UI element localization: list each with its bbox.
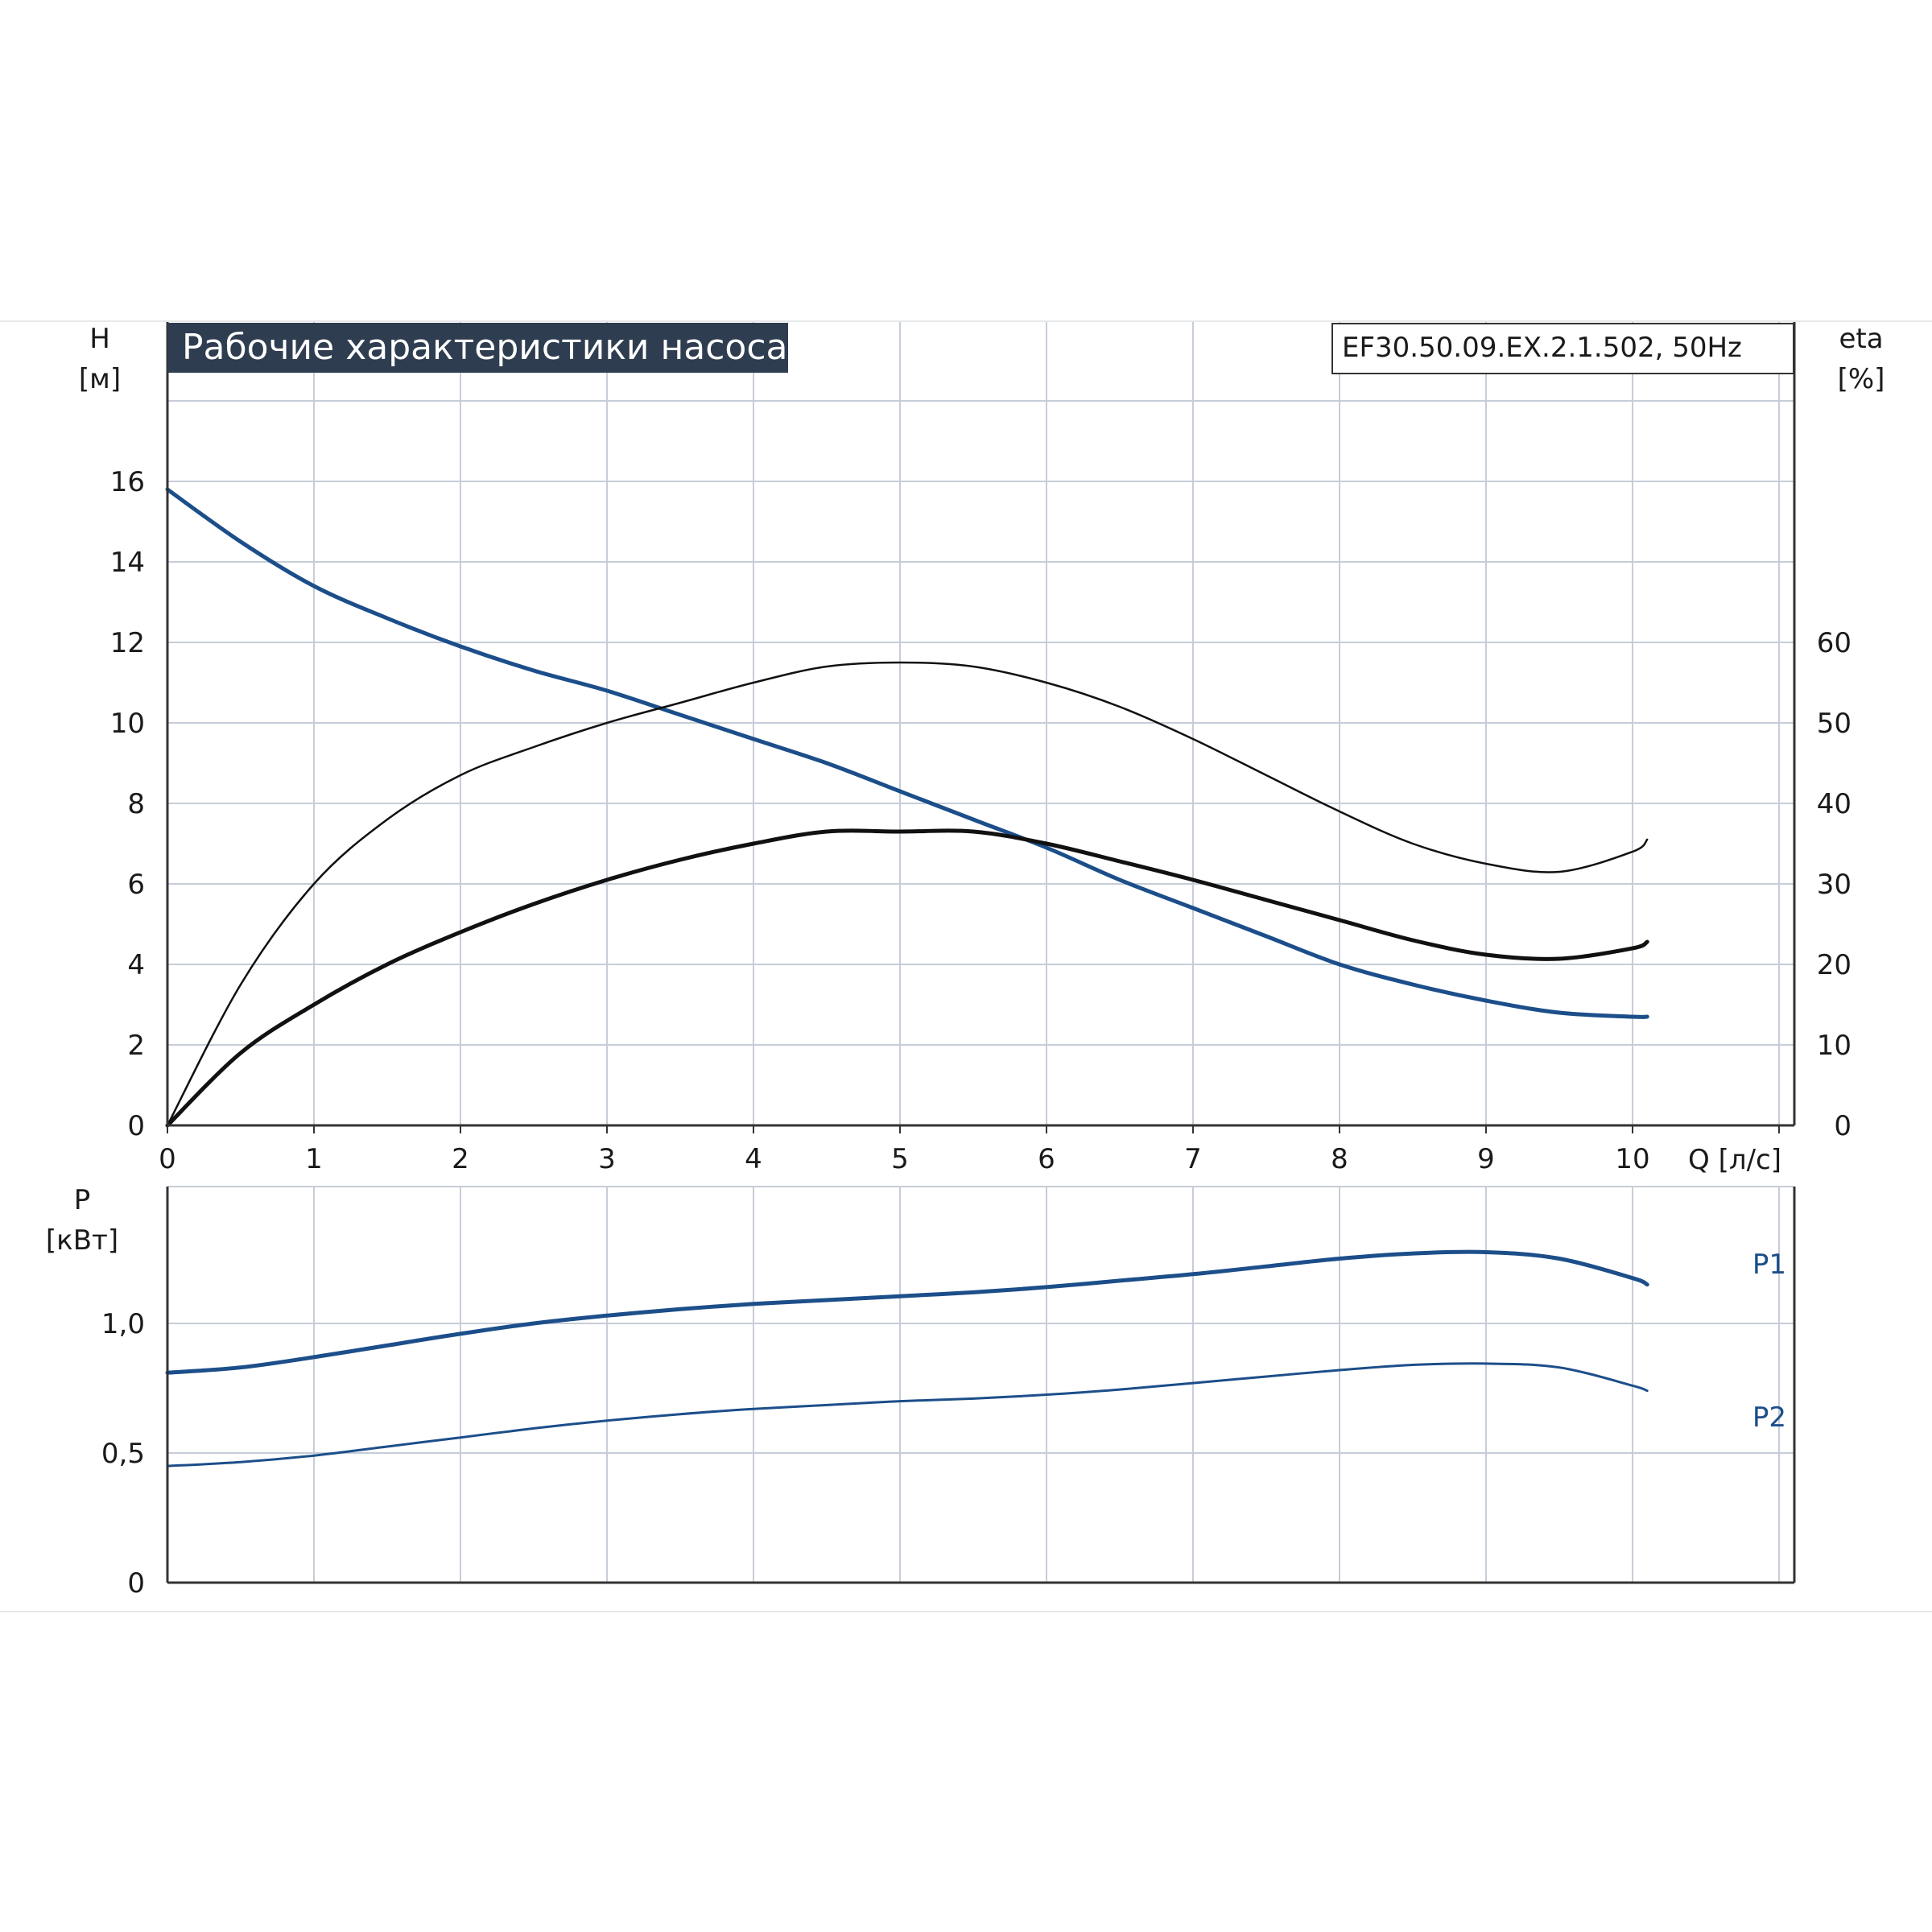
y-tick-label: 16 — [110, 466, 145, 498]
y2-axis-title-eta: eta — [1839, 323, 1883, 355]
series-label-p1: P1 — [1752, 1249, 1786, 1281]
x-tick-label: 9 — [1477, 1143, 1495, 1175]
head-curve — [165, 487, 1649, 1019]
bottom-plot-curves — [165, 1249, 1649, 1468]
chart-title: Рабочие характеристики насоса — [182, 327, 787, 368]
p-tick-label: 0,5 — [101, 1438, 145, 1470]
y2-tick-label: 50 — [1817, 708, 1852, 740]
y-tick-label: 0 — [127, 1110, 145, 1142]
model-label: EF30.50.09.EX.2.1.502, 50Hz — [1342, 332, 1742, 364]
x-tick-label: 8 — [1331, 1143, 1348, 1175]
y-axis-unit-p: [кВт] — [46, 1224, 118, 1257]
y2-axis-unit-eta: [%] — [1838, 363, 1885, 395]
x-tick-label: 5 — [891, 1143, 909, 1175]
model-label-box — [1331, 323, 1794, 374]
x-tick-label: 1 — [305, 1143, 323, 1175]
y-axis-title-p: P — [74, 1184, 91, 1216]
y2-tick-label: 40 — [1817, 788, 1852, 820]
y-axis-title-h: H — [89, 323, 110, 355]
y2-tick-label: 0 — [1834, 1110, 1852, 1142]
efficiency-curve-thin — [166, 661, 1649, 1127]
y-tick-label: 4 — [127, 949, 145, 981]
x-tick-label: 0 — [159, 1143, 176, 1175]
series-label-p2: P2 — [1752, 1402, 1786, 1434]
y-tick-label: 8 — [127, 788, 145, 820]
x-tick-label: 10 — [1615, 1143, 1649, 1175]
y-tick-label: 6 — [127, 869, 145, 901]
x-tick-label: 6 — [1038, 1143, 1055, 1175]
efficiency-curve-thick — [165, 828, 1649, 1128]
y-tick-label: 10 — [110, 708, 145, 740]
y2-tick-label: 20 — [1817, 949, 1852, 981]
x-tick-label: 7 — [1184, 1143, 1202, 1175]
y-tick-label: 14 — [110, 547, 145, 579]
top-plot-curves — [165, 487, 1649, 1128]
y-tick-label: 2 — [127, 1030, 145, 1062]
y2-tick-label: 10 — [1817, 1030, 1852, 1062]
x-tick-label: 3 — [598, 1143, 616, 1175]
title-banner — [167, 323, 788, 373]
y-tick-label: 12 — [110, 627, 145, 659]
x-tick-label: 2 — [452, 1143, 469, 1175]
power-curve-p1 — [165, 1249, 1649, 1375]
y-axis-unit-h: [м] — [79, 363, 121, 395]
x-axis-title: Q [л/с] — [1688, 1144, 1781, 1176]
power-curve-p2 — [166, 1362, 1649, 1468]
plot-axes — [166, 322, 1796, 1584]
top-plot-grid — [167, 322, 1794, 1125]
p-tick-label: 1,0 — [101, 1308, 145, 1340]
y2-tick-label: 30 — [1817, 869, 1852, 901]
p-tick-label: 0 — [127, 1567, 145, 1600]
y2-tick-label: 60 — [1817, 627, 1852, 659]
x-tick-label: 4 — [745, 1143, 762, 1175]
